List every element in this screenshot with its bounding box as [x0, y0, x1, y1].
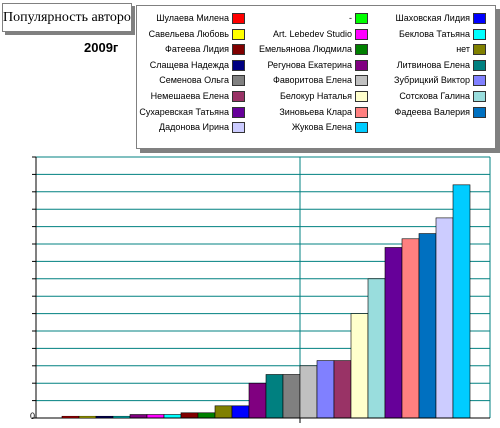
legend-entry: Немешаева Елена	[135, 90, 245, 103]
bar	[146, 414, 165, 419]
chart-axes	[32, 156, 490, 423]
legend-label: Фатеева Лидия	[165, 44, 229, 55]
chart-grid	[36, 156, 491, 419]
legend-label: Емельянова Людмила	[258, 44, 352, 55]
legend-swatch	[355, 91, 368, 102]
bar	[248, 382, 267, 419]
bar	[452, 184, 471, 419]
legend-entry: Емельянова Людмила	[258, 43, 368, 56]
legend-swatch	[355, 44, 368, 56]
chart-title: Популярность авторов	[2, 3, 132, 32]
legend-swatch	[355, 106, 368, 118]
legend-label: Art. Lebedev Studio	[272, 28, 352, 39]
legend-entry: Савельева Любовь	[135, 28, 245, 41]
legend-swatch	[473, 13, 486, 24]
chart-legend: Шулаева Милена Савельева Любовь Фатеева Ли…	[136, 5, 496, 149]
bar	[316, 360, 335, 419]
legend-label: Сухаревская Татьяна	[139, 106, 229, 117]
legend-label: Беклова Татьяна	[398, 28, 470, 39]
legend-entry: -	[258, 12, 368, 25]
legend-swatch	[473, 28, 486, 40]
bar	[367, 278, 386, 419]
legend-swatch	[473, 75, 486, 87]
legend-swatch	[232, 75, 245, 87]
bar	[197, 412, 216, 419]
legend-swatch	[355, 13, 368, 24]
legend-label: Семенова Ольга	[159, 75, 229, 86]
legend-entry: Art. Lebedev Studio	[258, 28, 368, 41]
legend-label: -	[349, 13, 352, 23]
legend-swatch	[473, 106, 486, 118]
bar	[350, 313, 369, 419]
legend-entry: Фадеева Валерия	[376, 106, 486, 119]
bar	[163, 414, 182, 419]
legend-entry: Фаворитова Елена	[258, 74, 368, 87]
legend-entry: Белокур Наталья	[258, 90, 368, 103]
legend-entry: нет	[376, 43, 486, 56]
legend-label: Сотскова Галина	[399, 91, 470, 101]
bar	[333, 360, 352, 419]
legend-entry: Беклова Татьяна	[376, 28, 486, 41]
legend-swatch	[473, 44, 486, 56]
legend-entry: Сухаревская Татьяна	[135, 106, 245, 119]
legend-swatch	[355, 59, 368, 71]
legend-label: Немешаева Елена	[150, 91, 229, 101]
legend-swatch	[232, 28, 245, 40]
legend-entry: Зубрицкий Виктор	[376, 74, 486, 87]
legend-label: нет	[456, 44, 470, 55]
legend-label: Литвинова Елена	[396, 59, 470, 70]
chart-year: 2009г	[84, 40, 119, 55]
legend-label: Зиновьева Клара	[279, 106, 352, 117]
legend-entry: Фатеева Лидия	[135, 43, 245, 56]
legend-label: Фадеева Валерия	[394, 106, 470, 117]
legend-entry: Шаховская Лидия	[376, 12, 486, 25]
legend-entry: Семенова Ольга	[135, 74, 245, 87]
legend-swatch	[473, 91, 486, 102]
legend-swatch	[232, 44, 245, 56]
legend-label: Фаворитова Елена	[272, 75, 352, 86]
bar	[231, 405, 250, 419]
legend-label: Белокур Наталья	[279, 91, 352, 101]
legend-entry: Сотскова Галина	[376, 90, 486, 103]
legend-entry: Зиновьева Клара	[258, 106, 368, 119]
legend-swatch	[355, 28, 368, 40]
legend-label: Слащева Надежда	[149, 59, 229, 70]
legend-label: Зубрицкий Виктор	[394, 75, 470, 86]
legend-swatch	[355, 75, 368, 87]
legend-label: Жукова Елена	[291, 122, 352, 133]
bar	[418, 233, 437, 419]
legend-swatch	[232, 13, 245, 24]
bar-chart-plot	[32, 156, 491, 423]
legend-swatch	[232, 106, 245, 118]
legend-label: Шулаева Милена	[156, 13, 229, 23]
legend-swatch	[232, 122, 245, 134]
legend-entry: Шулаева Милена	[135, 12, 245, 25]
y-axis-zero-label: 0	[30, 411, 36, 421]
bar	[214, 405, 233, 419]
bar	[435, 217, 454, 419]
legend-entry: Регунова Екатерина	[258, 59, 368, 72]
bar	[299, 365, 318, 419]
chart-bars	[61, 184, 471, 419]
bar	[401, 238, 420, 419]
legend-swatch	[232, 59, 245, 71]
legend-label: Шаховская Лидия	[395, 13, 470, 23]
bar	[265, 374, 284, 419]
legend-label: Регунова Екатерина	[267, 59, 352, 70]
legend-swatch	[232, 91, 245, 102]
legend-entry: Жукова Елена	[258, 121, 368, 134]
legend-entry: Слащева Надежда	[135, 59, 245, 72]
legend-swatch	[355, 122, 368, 134]
legend-swatch	[473, 59, 486, 71]
bar	[384, 247, 403, 419]
legend-label: Савельева Любовь	[148, 28, 229, 39]
bar	[129, 414, 148, 419]
legend-entry: Литвинова Елена	[376, 59, 486, 72]
legend-entry: Дадонова Ирина	[135, 121, 245, 134]
bar	[180, 412, 199, 419]
bar	[282, 374, 301, 419]
legend-label: Дадонова Ирина	[159, 122, 229, 133]
